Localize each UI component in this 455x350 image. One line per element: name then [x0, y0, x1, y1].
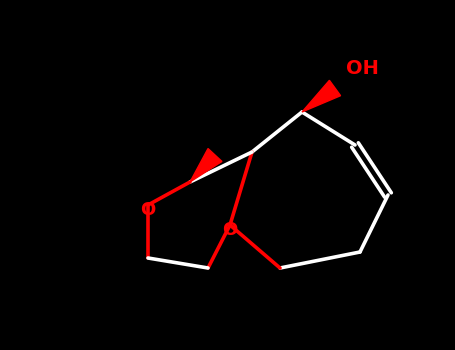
- Text: O: O: [141, 201, 156, 219]
- Text: OH: OH: [345, 58, 379, 77]
- Polygon shape: [190, 148, 222, 182]
- Polygon shape: [302, 80, 341, 112]
- Text: O: O: [222, 221, 238, 239]
